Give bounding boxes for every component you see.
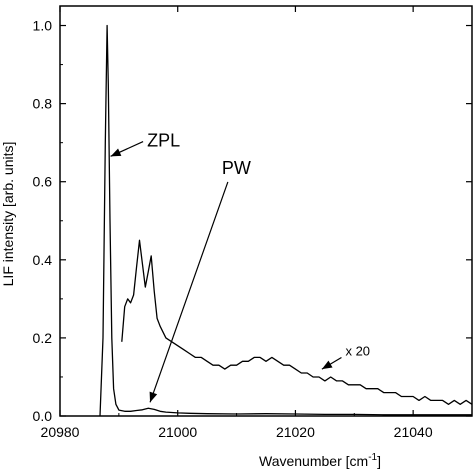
x-tick-label: 21020 <box>276 424 315 440</box>
y-axis-label: LIF intensity [arb. units] <box>0 142 16 287</box>
annotation-arrowhead-1 <box>110 148 122 157</box>
annotation-label-2: PW <box>222 158 251 178</box>
y-tick-label: 0.0 <box>33 408 53 424</box>
annotation-arrowhead-2 <box>149 391 158 403</box>
plot-frame <box>59 5 473 417</box>
y-tick-label: 1.0 <box>33 18 53 34</box>
x-tick-label: 21000 <box>158 424 197 440</box>
x-tick-label: 21040 <box>394 424 433 440</box>
annotation-arrow-2 <box>149 181 229 403</box>
series-line-2 <box>121 239 473 405</box>
y-tick-label: 0.2 <box>33 330 53 346</box>
x-tick-label: 20980 <box>41 424 80 440</box>
y-tick-label: 0.4 <box>33 252 53 268</box>
y-tick-label: 0.6 <box>33 174 53 190</box>
series-line-1 <box>99 24 472 417</box>
x-axis-label-superscript: -1 <box>368 452 377 463</box>
y-tick-label: 0.8 <box>33 96 53 112</box>
x-axis-label-close: ] <box>377 453 381 469</box>
x-axis-label: Wavenumber [cm-1] <box>259 452 381 469</box>
annotation-label-1: ZPL <box>147 131 180 151</box>
annotation-label-3: x 20 <box>345 343 370 358</box>
x-axis-label-main: Wavenumber [cm <box>259 453 368 469</box>
annotation-arrowhead-3 <box>321 360 333 370</box>
